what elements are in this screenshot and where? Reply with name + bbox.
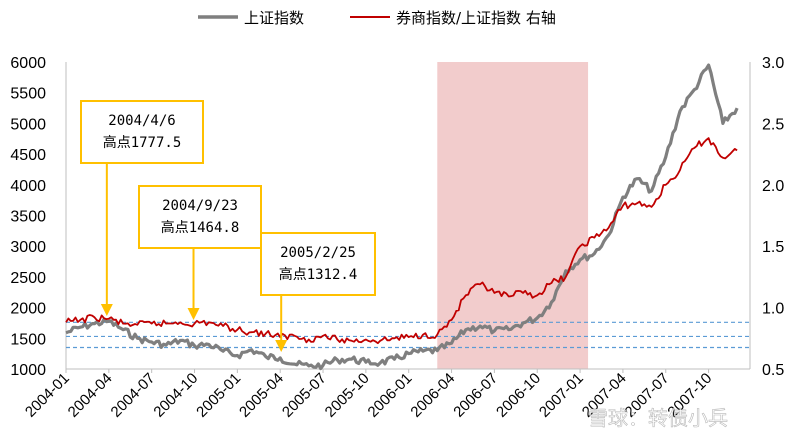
x-tick-label: 2004-04 [65, 370, 116, 421]
left-tick-label: 3000 [10, 239, 46, 256]
legend-label-1: 券商指数/上证指数 右轴 [396, 9, 556, 27]
right-tick-label: 0.5 [762, 362, 784, 379]
right-tick-label: 1.5 [762, 239, 784, 256]
left-tick-label: 2000 [10, 301, 46, 318]
x-tick-label: 2005-04 [236, 370, 287, 421]
x-tick-label: 2006-04 [407, 370, 458, 421]
x-tick-label: 2004-10 [150, 370, 201, 421]
right-axis-ticks: 0.5 1.0 1.5 2.0 2.5 3.0 [762, 55, 784, 379]
annotation-date: 2004/9/23 [162, 198, 238, 214]
left-tick-label: 1500 [10, 331, 46, 348]
series-line-0 [65, 63, 739, 371]
right-tick-label: 3.0 [762, 55, 784, 72]
annotation-value: 高点1312.4 [279, 266, 358, 283]
left-axis-ticks: 1000 1500 2000 2500 3000 3500 4000 4500 5000 5500… [10, 55, 46, 379]
x-tick-label: 2007-01 [536, 370, 587, 421]
left-tick-label: 4500 [10, 147, 46, 164]
right-tick-label: 2.5 [762, 116, 784, 133]
annotation-arrowhead [275, 340, 288, 352]
series-group [65, 63, 739, 371]
legend-label-0: 上证指数 [244, 9, 304, 27]
x-tick-label: 2006-01 [365, 370, 416, 421]
annotation-value: 高点1777.5 [103, 134, 182, 151]
x-tick-label: 2005-10 [322, 370, 373, 421]
annotation-2: 2005/2/25 高点1312.4 [260, 232, 376, 352]
annotation-arrowhead [187, 308, 200, 320]
x-tick-label: 2005-07 [279, 370, 330, 421]
left-tick-label: 4000 [10, 178, 46, 195]
shaded-region [437, 62, 589, 369]
left-tick-label: 1000 [10, 362, 46, 379]
annotation-1: 2004/9/23 高点1464.8 [138, 185, 262, 320]
annotation-arrowhead [100, 304, 113, 316]
left-tick-label: 5000 [10, 116, 46, 133]
x-tick-label: 2004-07 [108, 370, 159, 421]
right-tick-label: 1.0 [762, 301, 784, 318]
right-tick-label: 2.0 [762, 178, 784, 195]
annotations: 2004/4/6 高点1777.5 2004/9/23 高点1464.8 2005/2/… [80, 100, 376, 352]
x-tick-label: 2006-07 [450, 370, 501, 421]
annotation-box [138, 185, 262, 249]
x-tick-label: 2006-10 [493, 370, 544, 421]
x-tick-label: 2005-01 [193, 370, 244, 421]
left-tick-label: 2500 [10, 270, 46, 287]
left-tick-label: 5500 [10, 86, 46, 103]
annotation-0: 2004/4/6 高点1777.5 [80, 100, 204, 316]
series-line-1 [65, 137, 738, 345]
left-tick-label: 3500 [10, 209, 46, 226]
watermark: 雪球：转债小兵 [588, 406, 728, 430]
annotation-date: 2004/4/6 [108, 113, 175, 129]
left-tick-label: 6000 [10, 55, 46, 72]
annotation-box [80, 100, 204, 164]
legend: 上证指数 券商指数/上证指数 右轴 [198, 9, 556, 27]
annotation-date: 2005/2/25 [280, 245, 356, 261]
annotation-box [260, 232, 376, 296]
annotation-value: 高点1464.8 [161, 219, 240, 236]
